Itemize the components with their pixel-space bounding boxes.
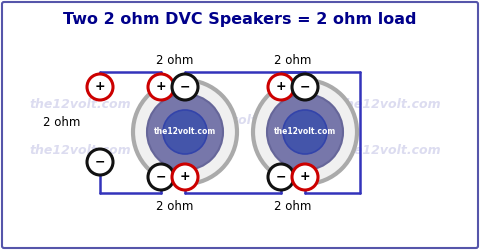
Circle shape [87, 149, 113, 175]
Text: 2 ohm: 2 ohm [156, 54, 194, 66]
Text: −: − [276, 170, 286, 183]
FancyBboxPatch shape [2, 2, 478, 248]
Text: 2 ohm: 2 ohm [43, 116, 81, 128]
Text: −: − [95, 156, 105, 168]
Text: 2 ohm: 2 ohm [274, 200, 312, 212]
Circle shape [268, 74, 294, 100]
Text: −: − [156, 170, 166, 183]
Circle shape [133, 80, 237, 184]
Circle shape [268, 164, 294, 190]
Text: the12volt.com: the12volt.com [29, 98, 131, 112]
Text: 2 ohm: 2 ohm [156, 200, 194, 212]
Text: −: − [300, 80, 310, 94]
Circle shape [148, 74, 174, 100]
Text: −: − [180, 80, 190, 94]
Text: the12volt.com: the12volt.com [154, 128, 216, 136]
Circle shape [172, 164, 198, 190]
Text: the12volt.com: the12volt.com [189, 114, 291, 126]
Text: 2 ohm: 2 ohm [274, 54, 312, 66]
Text: Two 2 ohm DVC Speakers = 2 ohm load: Two 2 ohm DVC Speakers = 2 ohm load [63, 12, 417, 27]
Circle shape [87, 74, 113, 100]
Circle shape [172, 74, 198, 100]
Text: +: + [95, 80, 105, 94]
Text: the12volt.com: the12volt.com [274, 128, 336, 136]
Text: the12volt.com: the12volt.com [29, 144, 131, 156]
Text: +: + [180, 170, 190, 183]
Circle shape [283, 110, 327, 154]
Text: +: + [156, 80, 166, 94]
Circle shape [292, 164, 318, 190]
Text: +: + [300, 170, 310, 183]
Text: the12volt.com: the12volt.com [339, 144, 441, 156]
Circle shape [148, 164, 174, 190]
Circle shape [163, 110, 207, 154]
Circle shape [253, 80, 357, 184]
Text: +: + [276, 80, 286, 94]
Text: the12volt.com: the12volt.com [339, 98, 441, 112]
Circle shape [267, 94, 343, 170]
Circle shape [147, 94, 223, 170]
Circle shape [292, 74, 318, 100]
